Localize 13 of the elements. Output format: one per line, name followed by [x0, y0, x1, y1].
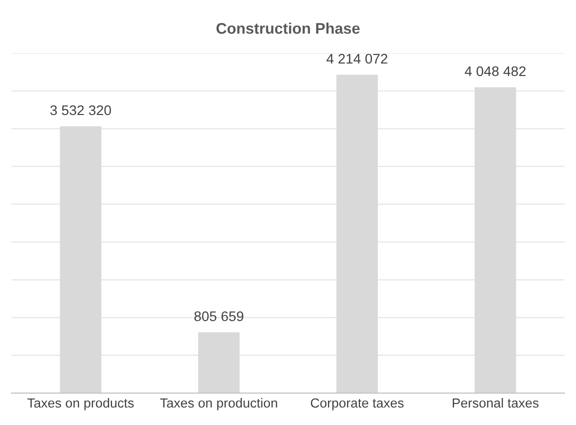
bar [474, 87, 516, 394]
x-tick-label: Taxes on products [27, 398, 134, 410]
data-label: 4 048 482 [464, 66, 526, 76]
x-tick-label: Taxes on production [160, 398, 278, 410]
bar [336, 74, 378, 394]
data-label: 805 659 [194, 311, 244, 322]
data-label: 3 532 320 [50, 105, 111, 116]
bar [60, 126, 102, 394]
bar [198, 332, 240, 394]
x-tick-label: Personal taxes [452, 398, 539, 408]
x-tick-label: Corporate taxes [310, 398, 404, 410]
chart-title: Construction Phase [216, 22, 360, 34]
data-label: 4 214 072 [326, 54, 388, 64]
